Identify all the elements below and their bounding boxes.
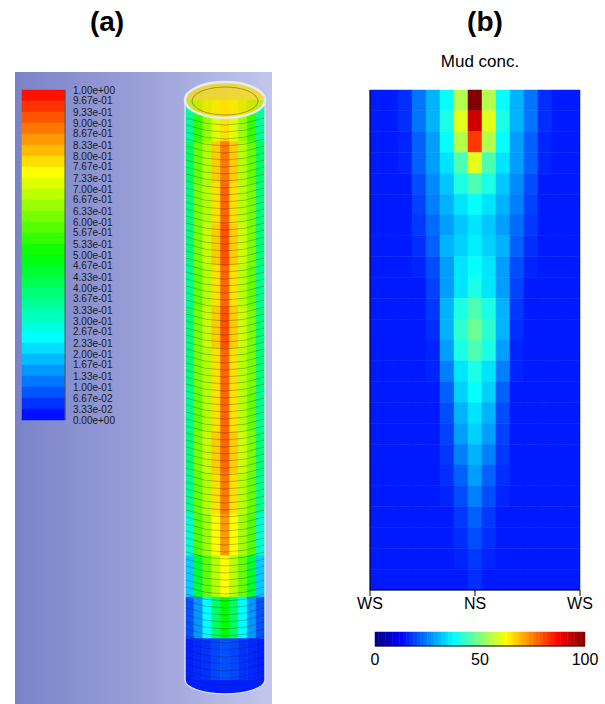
svg-text:1.00e-01: 1.00e-01	[73, 382, 113, 393]
svg-text:9.00e-01: 9.00e-01	[73, 118, 113, 129]
svg-text:5.00e-01: 5.00e-01	[73, 250, 113, 261]
svg-text:7.00e-01: 7.00e-01	[73, 184, 113, 195]
svg-text:50: 50	[471, 651, 489, 668]
svg-text:7.33e-01: 7.33e-01	[73, 173, 113, 184]
svg-text:5.67e-01: 5.67e-01	[73, 227, 113, 238]
svg-text:1.67e-01: 1.67e-01	[73, 359, 113, 370]
html-text:(a): (a)	[89, 6, 125, 37]
svg-text:7.67e-01: 7.67e-01	[73, 161, 113, 172]
html-text:(b): (b)	[467, 6, 503, 37]
svg-text:3.33e-01: 3.33e-01	[73, 305, 113, 316]
svg-text:6.67e-01: 6.67e-01	[73, 194, 113, 205]
svg-text:5.33e-01: 5.33e-01	[73, 239, 113, 250]
svg-text:2.67e-01: 2.67e-01	[73, 326, 113, 337]
svg-text:4.33e-01: 4.33e-01	[73, 272, 113, 283]
svg-text:WS: WS	[357, 595, 383, 612]
svg-text:2.00e-01: 2.00e-01	[73, 349, 113, 360]
svg-text:4.67e-01: 4.67e-01	[73, 260, 113, 271]
svg-text:2.33e-01: 2.33e-01	[73, 338, 113, 349]
svg-text:3.33e-02: 3.33e-02	[73, 404, 113, 415]
svg-text:0: 0	[371, 651, 380, 668]
svg-text:9.33e-01: 9.33e-01	[73, 107, 113, 118]
svg-text:NS: NS	[464, 595, 486, 612]
svg-text:9.67e-01: 9.67e-01	[73, 95, 113, 106]
svg-text:3.67e-01: 3.67e-01	[73, 293, 113, 304]
svg-text:6.67e-02: 6.67e-02	[73, 393, 113, 404]
svg-text:8.00e-01: 8.00e-01	[73, 151, 113, 162]
svg-text:4.00e-01: 4.00e-01	[73, 283, 113, 294]
svg-text:8.67e-01: 8.67e-01	[73, 128, 113, 139]
svg-text:8.33e-01: 8.33e-01	[73, 140, 113, 151]
svg-text:0.00e+00: 0.00e+00	[73, 415, 115, 426]
svg-text:100: 100	[572, 651, 599, 668]
svg-text:1.00e+00: 1.00e+00	[73, 85, 115, 96]
html-text:Mud conc.: Mud conc.	[440, 52, 520, 71]
svg-text:3.00e-01: 3.00e-01	[73, 316, 113, 327]
svg-text:6.00e-01: 6.00e-01	[73, 217, 113, 228]
svg-text:1.33e-01: 1.33e-01	[73, 371, 113, 382]
svg-text:6.33e-01: 6.33e-01	[73, 206, 113, 217]
svg-text:WS: WS	[567, 595, 593, 612]
